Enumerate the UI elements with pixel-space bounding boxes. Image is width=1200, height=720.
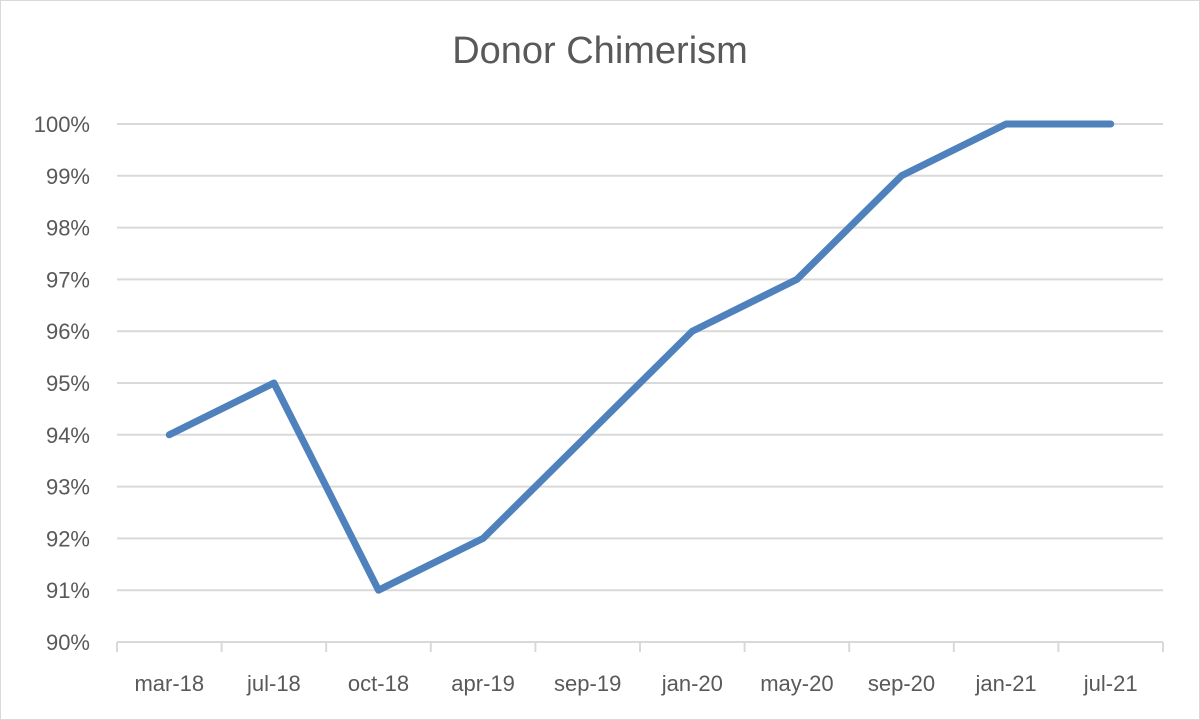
x-tick-label: apr-19 — [451, 671, 515, 696]
y-tick-label: 98% — [46, 216, 90, 241]
x-tick-label: jan-20 — [661, 671, 723, 696]
x-tick-label: may-20 — [760, 671, 833, 696]
x-axis — [116, 641, 1164, 652]
x-axis-tick-labels: mar-18 jul-18 oct-18 apr-19 sep-19 jan-20 may-… — [134, 671, 1137, 696]
series-line — [165, 120, 1115, 594]
x-tick-label: mar-18 — [134, 671, 204, 696]
y-tick-label: 92% — [46, 526, 90, 551]
y-tick-label: 93% — [46, 475, 90, 500]
chart-title: Donor Chimerism — [452, 30, 748, 72]
x-tick-label: jul-18 — [246, 671, 301, 696]
series-layer — [165, 120, 1115, 594]
x-tick-label: jul-21 — [1083, 671, 1138, 696]
y-tick-label: 95% — [46, 371, 90, 396]
y-tick-label: 91% — [46, 578, 90, 603]
y-tick-label: 99% — [46, 164, 90, 189]
x-tick-label: jan-21 — [975, 671, 1037, 696]
y-tick-label: 97% — [46, 267, 90, 292]
y-tick-label: 90% — [46, 630, 90, 655]
gridlines — [117, 123, 1163, 592]
y-tick-label: 94% — [46, 423, 90, 448]
x-tick-label: sep-19 — [554, 671, 621, 696]
y-axis-tick-labels: 90% 91% 92% 93% 94% 95% 96% 97% 98% 99% 100% — [34, 112, 90, 655]
x-tick-label: sep-20 — [868, 671, 935, 696]
y-tick-label: 100% — [34, 112, 90, 137]
x-tick-label: oct-18 — [348, 671, 409, 696]
y-tick-label: 96% — [46, 319, 90, 344]
